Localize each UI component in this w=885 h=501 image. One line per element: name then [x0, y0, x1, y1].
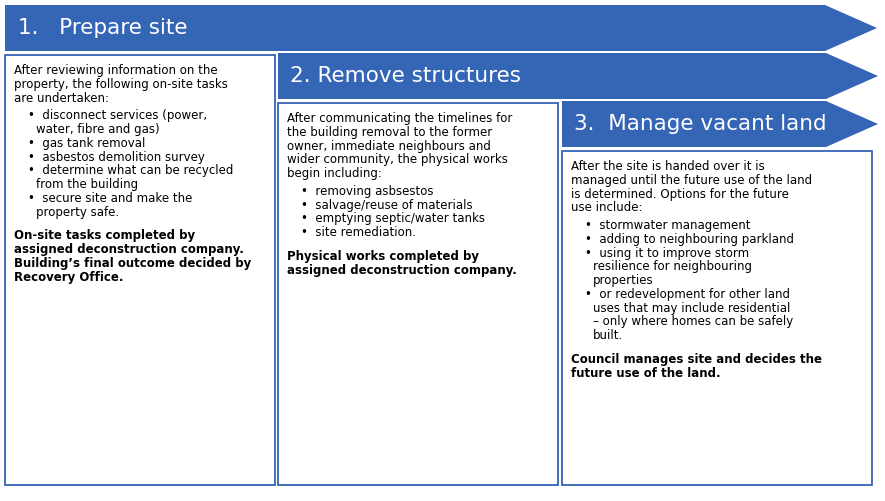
Text: assigned deconstruction company.: assigned deconstruction company. [14, 243, 244, 256]
Text: 2. Remove structures: 2. Remove structures [290, 66, 521, 86]
Text: property, the following on-site tasks: property, the following on-site tasks [14, 78, 227, 91]
Text: future use of the land.: future use of the land. [571, 367, 720, 380]
Text: •  salvage/reuse of materials: • salvage/reuse of materials [301, 198, 473, 211]
Text: Recovery Office.: Recovery Office. [14, 271, 124, 284]
FancyBboxPatch shape [562, 151, 872, 485]
Text: begin including:: begin including: [287, 167, 381, 180]
Polygon shape [562, 101, 878, 147]
Text: •  using it to improve storm: • using it to improve storm [585, 246, 749, 260]
Text: •  removing asbsestos: • removing asbsestos [301, 185, 434, 198]
Text: After communicating the timelines for: After communicating the timelines for [287, 112, 512, 125]
Text: •  or redevelopment for other land: • or redevelopment for other land [585, 288, 790, 301]
Text: •  determine what can be recycled: • determine what can be recycled [28, 164, 234, 177]
Text: uses that may include residential: uses that may include residential [593, 302, 790, 315]
Text: are undertaken:: are undertaken: [14, 92, 109, 105]
Text: •  disconnect services (power,: • disconnect services (power, [28, 109, 207, 122]
FancyBboxPatch shape [5, 55, 275, 485]
Text: owner, immediate neighbours and: owner, immediate neighbours and [287, 140, 491, 152]
Text: •  stormwater management: • stormwater management [585, 219, 750, 232]
Polygon shape [278, 53, 878, 99]
Text: properties: properties [593, 274, 654, 287]
Text: is determined. Options for the future: is determined. Options for the future [571, 187, 789, 200]
Text: •  emptying septic/water tanks: • emptying septic/water tanks [301, 212, 485, 225]
Text: managed until the future use of the land: managed until the future use of the land [571, 174, 812, 187]
Text: resilience for neighbouring: resilience for neighbouring [593, 261, 752, 274]
Text: After reviewing information on the: After reviewing information on the [14, 64, 218, 77]
Text: 3.  Manage vacant land: 3. Manage vacant land [574, 114, 827, 134]
Text: Council manages site and decides the: Council manages site and decides the [571, 353, 822, 366]
Text: from the building: from the building [36, 178, 138, 191]
Text: •  secure site and make the: • secure site and make the [28, 192, 192, 205]
Text: •  gas tank removal: • gas tank removal [28, 137, 145, 150]
Text: built.: built. [593, 329, 623, 342]
Text: Building’s final outcome decided by: Building’s final outcome decided by [14, 257, 251, 270]
Text: 1.   Prepare site: 1. Prepare site [18, 18, 188, 38]
Text: Physical works completed by: Physical works completed by [287, 250, 479, 263]
Text: water, fibre and gas): water, fibre and gas) [36, 123, 159, 136]
Text: – only where homes can be safely: – only where homes can be safely [593, 316, 793, 329]
Text: wider community, the physical works: wider community, the physical works [287, 153, 508, 166]
Text: After the site is handed over it is: After the site is handed over it is [571, 160, 765, 173]
Text: the building removal to the former: the building removal to the former [287, 126, 492, 139]
FancyBboxPatch shape [278, 103, 558, 485]
Text: use include:: use include: [571, 201, 643, 214]
Text: property safe.: property safe. [36, 206, 119, 219]
Text: •  site remediation.: • site remediation. [301, 226, 416, 239]
Text: •  asbestos demolition survey: • asbestos demolition survey [28, 151, 204, 164]
Text: assigned deconstruction company.: assigned deconstruction company. [287, 264, 517, 277]
Polygon shape [5, 5, 877, 51]
Text: •  adding to neighbouring parkland: • adding to neighbouring parkland [585, 233, 794, 246]
Text: On-site tasks completed by: On-site tasks completed by [14, 229, 195, 242]
